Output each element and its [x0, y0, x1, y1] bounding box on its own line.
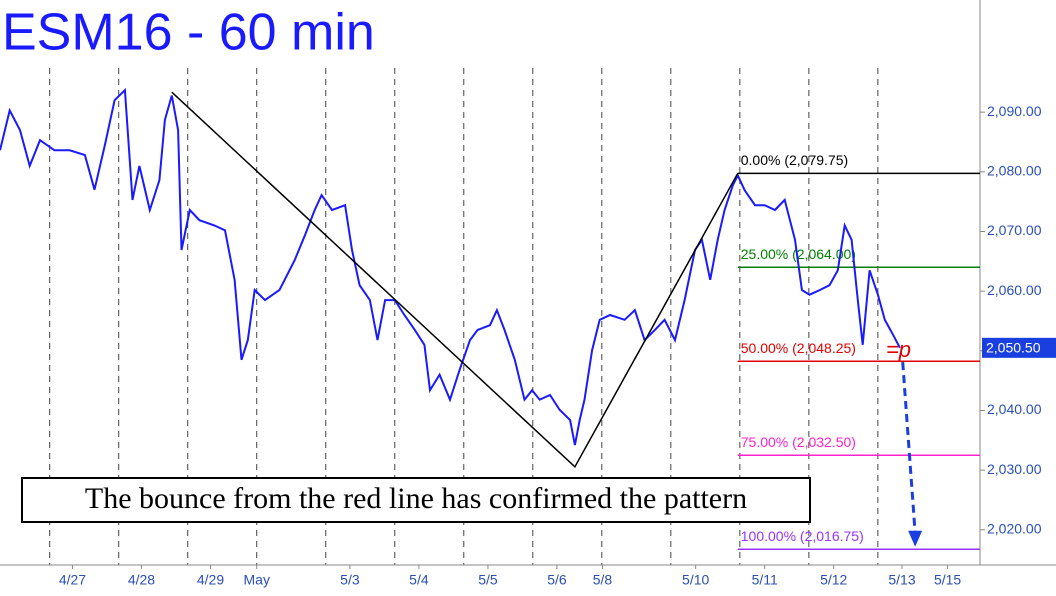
x-tick-label: 5/8 — [593, 572, 613, 588]
price-line — [0, 87, 901, 446]
chart-title: ESM16 - 60 min — [2, 4, 375, 62]
pattern-line — [171, 91, 739, 469]
y-tick-label: 2,090.00 — [987, 103, 1042, 119]
x-tick-label: May — [244, 572, 270, 588]
annotation: The bounce from the red line has confirm… — [85, 482, 747, 515]
x-tick-label: 5/11 — [752, 572, 778, 588]
x-tick-label: 5/12 — [820, 572, 847, 588]
annotation-box — [21, 477, 811, 523]
x-tick-label: 4/29 — [197, 572, 224, 588]
hand-mark: =p — [886, 337, 911, 362]
x-tick-label: 5/3 — [340, 572, 360, 588]
arrow-head — [908, 530, 923, 547]
y-tick-label: 2,060.00 — [987, 282, 1042, 298]
last-price-box — [982, 337, 1056, 358]
x-tick-label: 4/27 — [59, 572, 86, 588]
x-tick-label: 5/4 — [409, 572, 429, 588]
y-tick-label: 2,080.00 — [987, 163, 1042, 179]
last-price-label: 2,050.50 — [986, 340, 1041, 356]
fib-label: 25.00% (2,064.00) — [741, 246, 856, 262]
x-tick-label: 5/5 — [478, 572, 498, 588]
x-tick-label: 5/15 — [934, 572, 961, 588]
y-tick-label: 2,020.00 — [987, 521, 1042, 537]
x-tick-label: 5/10 — [682, 572, 709, 588]
x-tick-label: 4/28 — [128, 572, 155, 588]
y-tick-label: 2,040.00 — [987, 401, 1042, 417]
fib-label: 75.00% (2,032.50) — [741, 434, 856, 450]
x-tick-label: 5/13 — [888, 572, 915, 588]
forecast-arrow — [901, 362, 917, 533]
y-tick-label: 2,030.00 — [987, 461, 1042, 477]
fib-label: 0.00% (2,079.75) — [741, 152, 848, 168]
y-tick-label: 2,070.00 — [987, 222, 1042, 238]
x-tick-label: 5/6 — [547, 572, 567, 588]
fib-label: 100.00% (2,016.75) — [741, 528, 864, 544]
fib-label: 50.00% (2,048.25) — [741, 340, 856, 356]
